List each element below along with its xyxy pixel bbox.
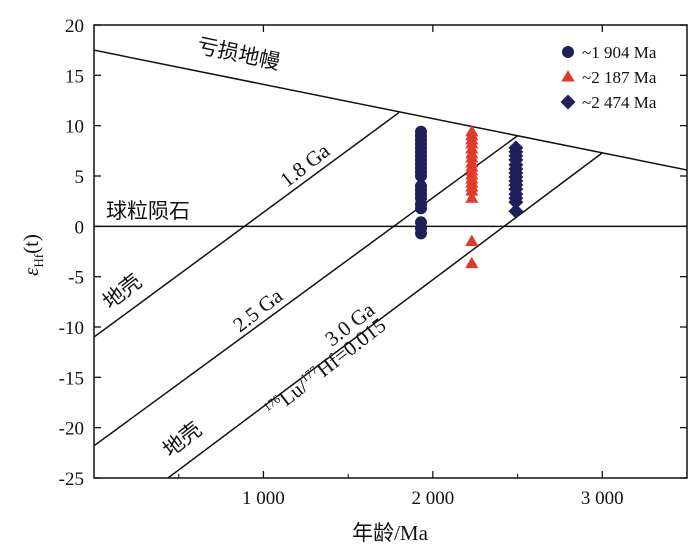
y-tick-label: 10 — [65, 117, 84, 138]
reference-lines — [94, 49, 687, 478]
y-axis-title-sub: Hf — [31, 253, 46, 267]
ga-1-8-label: 1.8 Ga — [275, 138, 334, 192]
data-point — [465, 256, 479, 269]
data-point — [414, 227, 427, 240]
reference-line-3 — [94, 135, 519, 447]
legend-label: ~2 474 Ma — [582, 93, 657, 112]
legend-marker — [561, 70, 575, 82]
y-axis-title-main: ε — [19, 267, 43, 276]
crust-label-upper: 地壳 — [98, 269, 146, 314]
y-tick-label: 5 — [75, 167, 85, 188]
plot-frame — [93, 24, 688, 479]
y-axis-title: εHf(t) — [19, 234, 46, 276]
data-point — [465, 184, 479, 196]
data-point — [465, 234, 479, 246]
data-point — [508, 194, 524, 210]
legend-label: ~1 904 Ma — [582, 43, 657, 62]
y-tick-label: -25 — [59, 469, 84, 490]
x-tick-label: 2 000 — [411, 488, 454, 509]
data-point — [414, 170, 427, 182]
x-tick-label: 1 000 — [242, 488, 285, 509]
legend-marker — [562, 46, 574, 58]
y-tick-label: 0 — [75, 217, 85, 238]
y-tick-label: -5 — [68, 268, 84, 289]
depleted-mantle-label: 亏损地幔 — [195, 33, 282, 74]
x-tick-label: 3 000 — [581, 488, 624, 509]
legend-label: ~2 187 Ma — [582, 68, 657, 87]
legend: ~1 904 Ma ~2 187 Ma ~2 474 Ma — [560, 43, 657, 112]
y-tick-label: 15 — [65, 66, 84, 87]
y-axis-title-arg: (t) — [19, 234, 43, 254]
chondrite-label: 球粒陨石 — [106, 199, 190, 223]
y-tick-label: -15 — [59, 368, 84, 389]
reference-line-0 — [94, 49, 687, 171]
y-tick-label: -10 — [59, 318, 84, 339]
data-point — [465, 191, 479, 203]
data-point — [508, 203, 524, 219]
data-points — [414, 124, 524, 269]
legend-marker — [560, 94, 576, 110]
y-tick-label: -20 — [59, 419, 84, 440]
reference-line-2 — [94, 111, 400, 338]
x-axis-title: 年龄/Ma — [352, 521, 429, 545]
data-point — [414, 202, 427, 215]
y-tick-label: 20 — [65, 16, 84, 37]
axes: -25 -20 -15 -10 -5 0 5 10 15 20 1 000 2 000 3 000 — [59, 16, 687, 509]
